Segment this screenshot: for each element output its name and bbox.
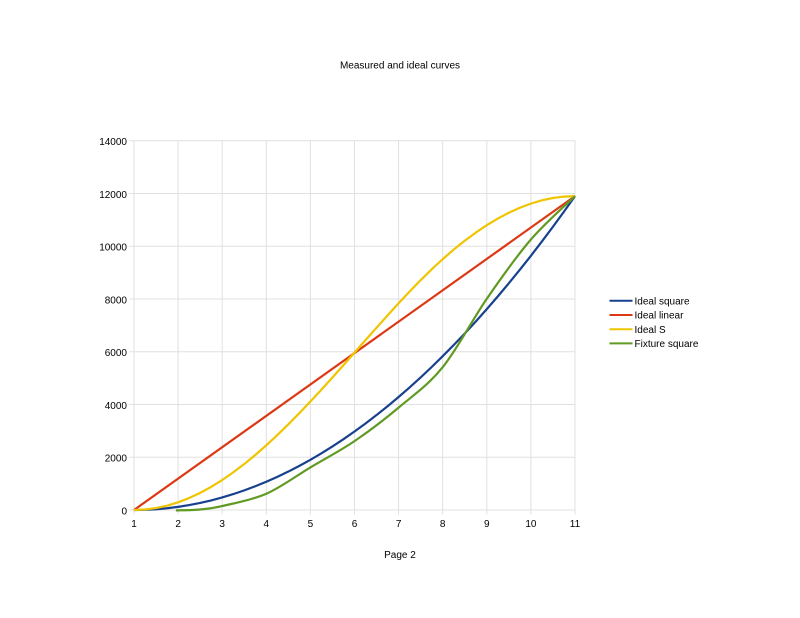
svg-text:Ideal square: Ideal square — [635, 297, 690, 308]
svg-text:2: 2 — [175, 519, 181, 530]
svg-text:Measured and ideal curves: Measured and ideal curves — [340, 61, 460, 72]
svg-text:2000: 2000 — [105, 454, 128, 465]
svg-text:Ideal S: Ideal S — [635, 325, 666, 336]
svg-text:14000: 14000 — [99, 137, 127, 148]
svg-text:3: 3 — [219, 519, 225, 530]
svg-text:8: 8 — [440, 519, 446, 530]
svg-text:10000: 10000 — [99, 243, 127, 254]
svg-text:11: 11 — [570, 519, 581, 530]
svg-text:Ideal linear: Ideal linear — [635, 311, 685, 322]
svg-text:12000: 12000 — [99, 190, 127, 201]
svg-text:4000: 4000 — [105, 401, 128, 412]
svg-text:8000: 8000 — [105, 295, 128, 306]
svg-text:0: 0 — [121, 506, 127, 517]
svg-text:6000: 6000 — [105, 348, 128, 359]
svg-text:10: 10 — [525, 519, 537, 530]
svg-text:1: 1 — [131, 519, 137, 530]
svg-text:Page 2: Page 2 — [384, 550, 416, 561]
svg-text:4: 4 — [264, 519, 270, 530]
svg-text:9: 9 — [484, 519, 490, 530]
svg-text:Fixture square: Fixture square — [635, 339, 699, 350]
svg-text:6: 6 — [352, 519, 358, 530]
svg-text:5: 5 — [308, 519, 314, 530]
svg-text:7: 7 — [396, 519, 402, 530]
